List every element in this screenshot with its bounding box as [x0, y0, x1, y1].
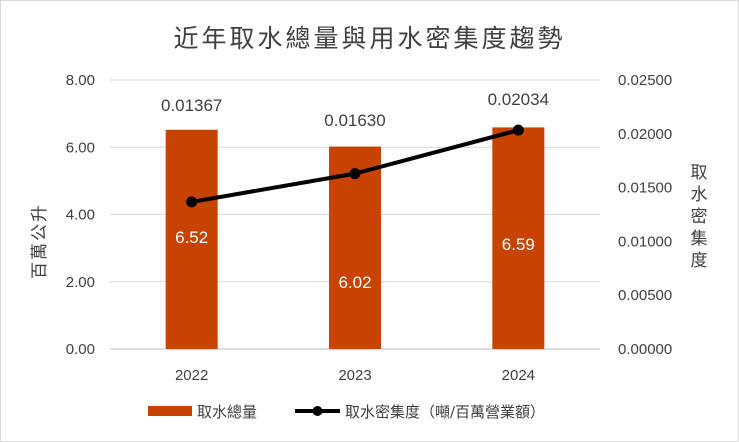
legend: 取水總量 取水密集度（噸/百萬營業額） [148, 403, 545, 421]
y2-axis-title: 取水密集度 [691, 163, 708, 271]
bar [329, 146, 381, 349]
line-point [512, 124, 524, 136]
chart-title: 近年取水總量與用水密集度趨勢 [173, 24, 565, 53]
y2-tick-label: 0.01500 [618, 180, 672, 197]
y2-axis-title-char: 度 [691, 251, 708, 271]
y-tick-label: 6.00 [66, 139, 95, 156]
y-tick-label: 8.00 [66, 72, 95, 89]
axes: 0.00 2.00 4.00 6.00 8.00 0.00000 0.00500 0.0100… [66, 72, 672, 384]
bar-data-label: 6.59 [502, 235, 535, 254]
line-point [349, 168, 361, 180]
line-point [186, 196, 198, 208]
legend-line-label: 取水密集度（噸/百萬營業額） [345, 403, 545, 421]
y2-axis-title-char: 密 [691, 207, 708, 227]
legend-line-marker [312, 406, 323, 416]
x-tick-label: 2024 [502, 367, 535, 384]
intensity-line [186, 124, 524, 208]
bar [492, 127, 545, 349]
x-tick-label: 2022 [175, 367, 208, 384]
data-labels: 6.52 6.02 6.59 0.01367 0.01630 0.02034 [161, 90, 549, 292]
bar [165, 129, 218, 349]
y2-tick-label: 0.00000 [618, 341, 672, 358]
legend-bar-label: 取水總量 [197, 403, 257, 421]
bars [165, 127, 545, 349]
line-data-label: 0.01367 [161, 96, 222, 115]
y2-axis-title-char: 集 [691, 229, 708, 249]
y2-tick-label: 0.02500 [618, 72, 672, 89]
x-tick-label: 2023 [338, 367, 371, 384]
legend-bar-swatch [148, 406, 192, 416]
y2-axis-title-char: 水 [691, 185, 708, 205]
y-tick-label: 0.00 [66, 341, 95, 358]
y-tick-label: 2.00 [66, 274, 95, 291]
y2-tick-label: 0.02000 [618, 126, 672, 143]
y2-axis-title-char: 取 [691, 163, 708, 183]
y2-tick-label: 0.00500 [618, 287, 672, 304]
y-tick-label: 4.00 [66, 207, 95, 224]
y-axis-title: 百萬公升 [30, 203, 50, 279]
y2-tick-label: 0.01000 [618, 233, 672, 250]
bar-data-label: 6.52 [175, 228, 208, 247]
line-data-label: 0.02034 [488, 90, 549, 109]
bar-data-label: 6.02 [338, 273, 371, 292]
line-data-label: 0.01630 [324, 111, 385, 130]
